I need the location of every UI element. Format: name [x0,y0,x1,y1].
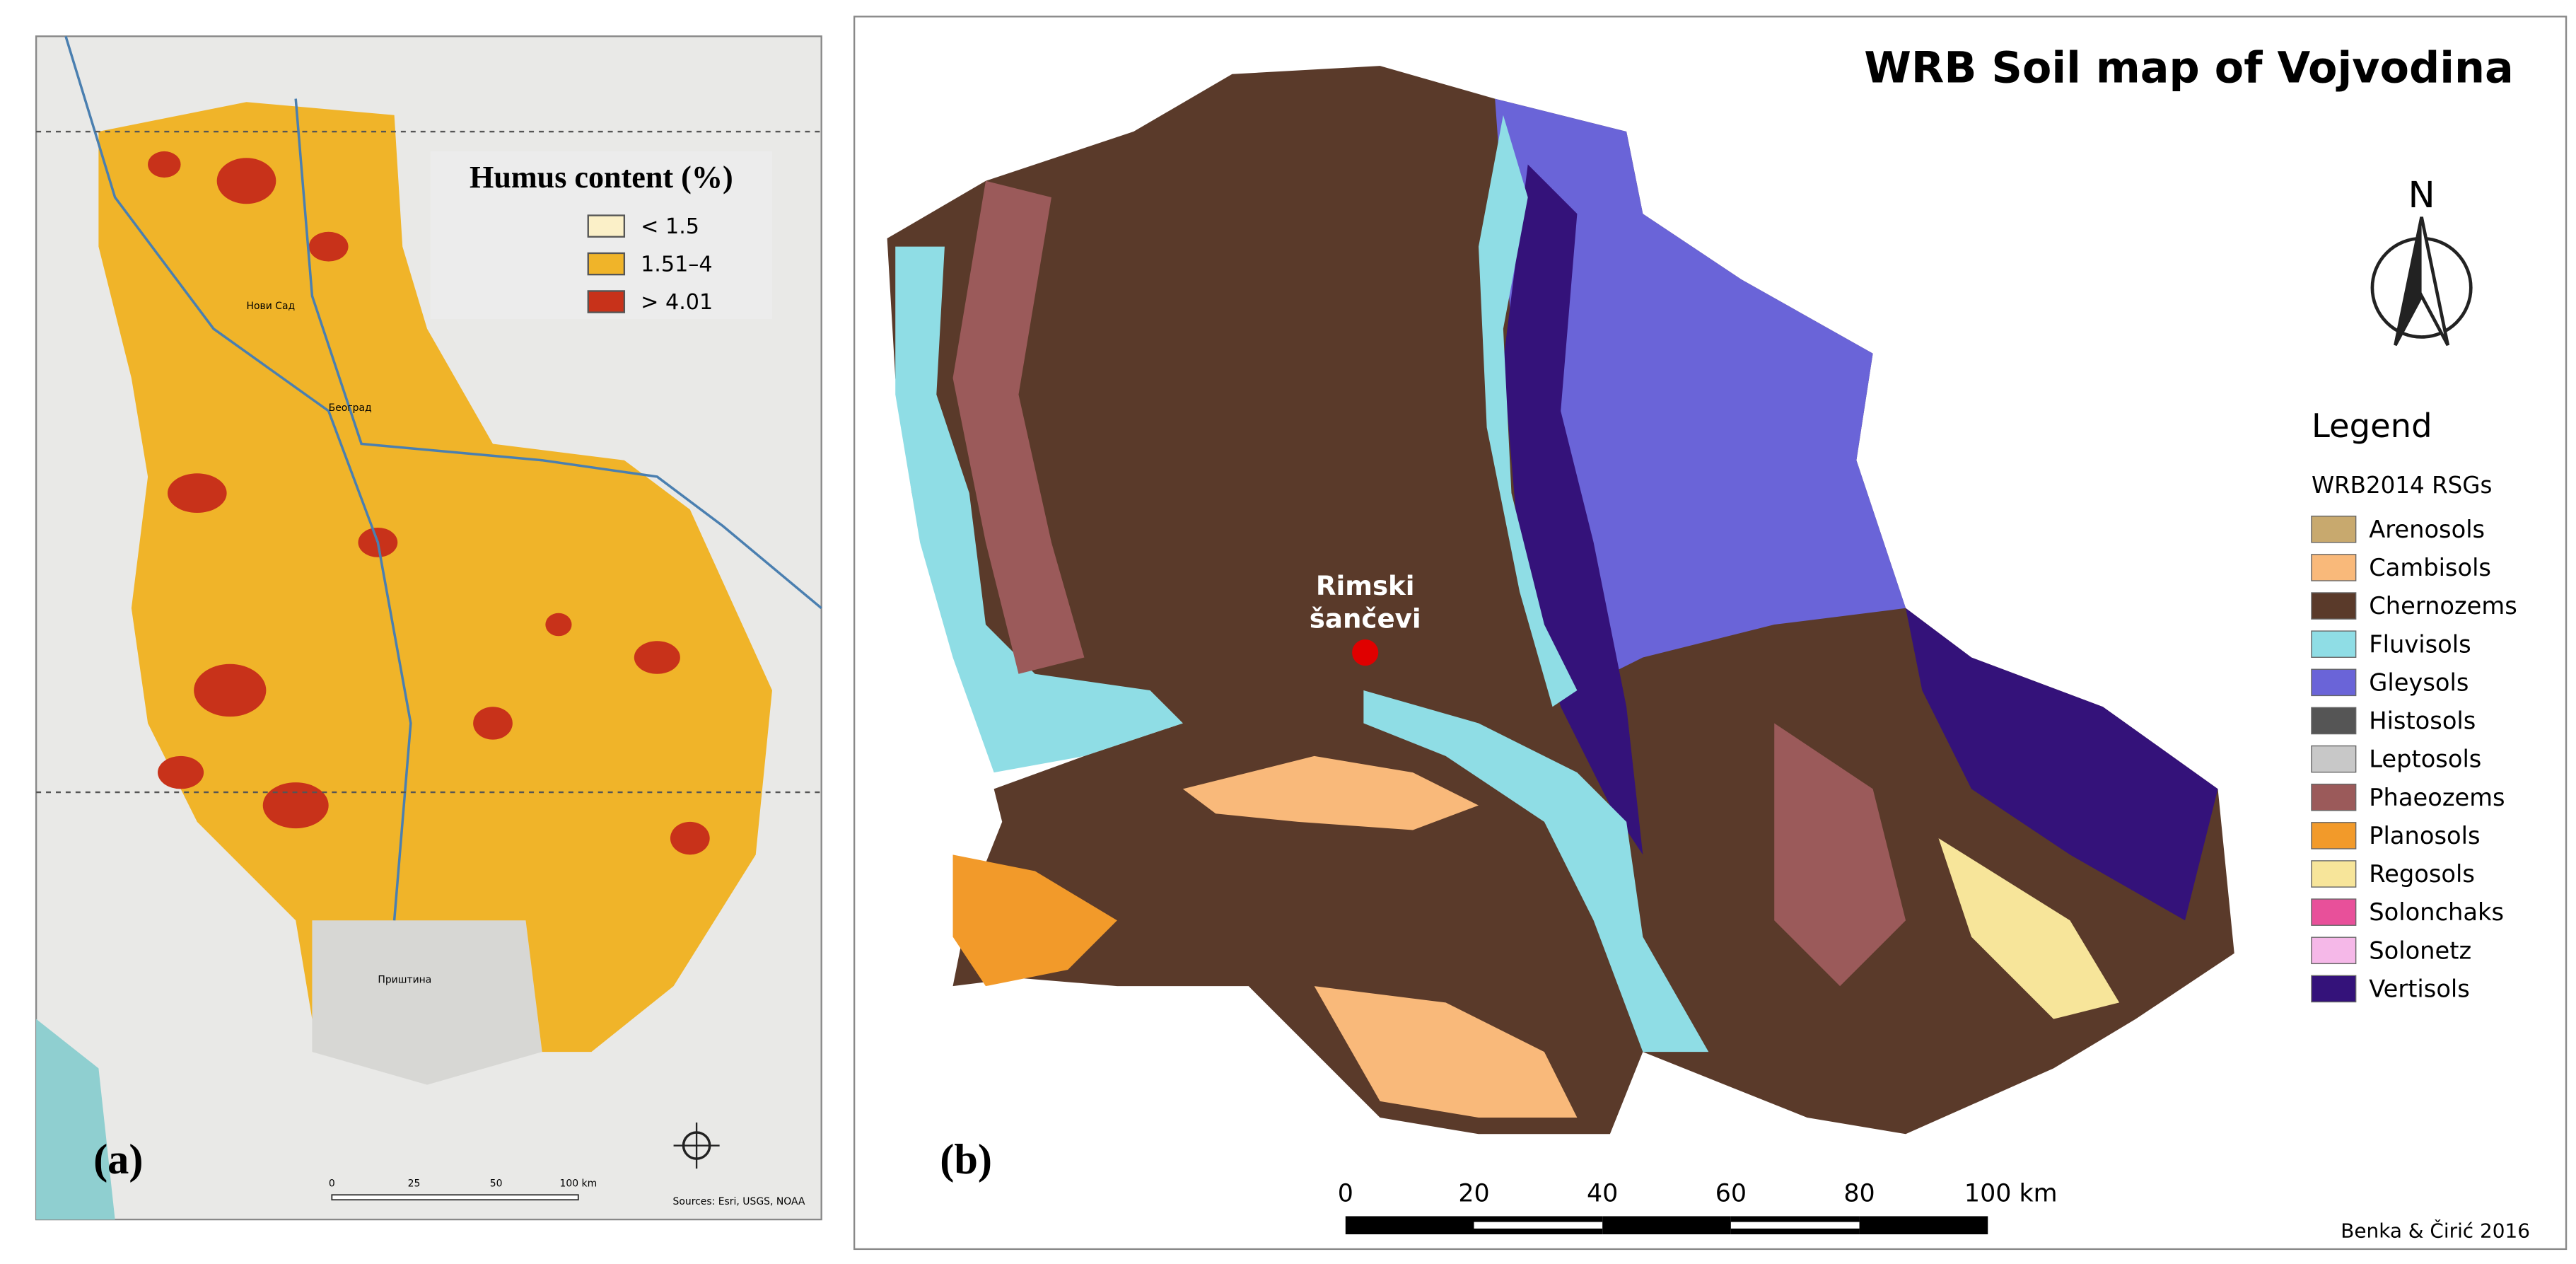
legend-swatch [2311,668,2357,697]
panel-b: Rimski šančevi WRB Soil map of Vojvodina… [853,16,2568,1251]
scale-label: 80 [1843,1180,1875,1208]
legend-swatch [2311,783,2357,811]
regosols-area [1938,838,2120,1019]
north-label: N [2408,175,2435,216]
place-label: Нови Сад [247,301,296,312]
cambisols-area [1314,986,1578,1118]
legend-swatch [2311,898,2357,926]
site-label: šančevi [1310,603,1421,634]
legend-subtitle: WRB2014 RSGs [2312,472,2493,499]
legend-label: Solonchaks [2369,898,2504,926]
scale-label: 25 [408,1178,421,1190]
legend-label: Regosols [2369,860,2475,888]
scale-bar-body [331,1194,579,1201]
legend-swatch [587,214,626,238]
river [64,35,412,921]
low-data-area [312,920,542,1085]
legend-label: Fluvisols [2369,630,2471,658]
credit: Benka & Čirić 2016 [2341,1219,2530,1243]
legend-label: Chernozems [2369,592,2517,620]
legend-label: Arenosols [2369,516,2485,543]
legend-swatch [2311,975,2357,1003]
legend-title: Legend [2312,407,2432,445]
phaeozems-area [952,180,1085,674]
legend: Arenosols Cambisols Chernozems Fluvisols Gle… [2311,516,2517,1003]
scale-segment [1602,1216,1731,1235]
scale-segment [1730,1222,1860,1229]
legend-title: Humus content (%) [470,160,733,195]
gleysols-area [1495,98,1906,690]
scale-label: 20 [1458,1180,1489,1208]
legend-swatch [2311,516,2357,543]
legend-swatch [2311,554,2357,581]
site-marker [1352,639,1379,666]
panel-label: (a) [93,1136,143,1183]
legend-swatch [2311,822,2357,850]
legend-label: < 1.5 [641,214,699,239]
legend-label: Histosols [2369,707,2476,735]
legend-label: Leptosols [2369,746,2481,773]
fruska-gora [1182,755,1479,830]
river [294,98,822,610]
scale-bar: 0 20 40 60 80 100 km [1338,1180,2058,1235]
site-label: Rimski [1316,570,1415,601]
fluvisols-area [895,246,1183,773]
scale-label: 40 [1587,1180,1618,1208]
legend-label: Cambisols [2369,554,2491,581]
scale-label: 0 [1338,1180,1353,1208]
scale-label: 0 [329,1178,335,1190]
tisa [1479,115,1578,707]
legend-label: Solonetz [2369,937,2471,964]
legend-swatch [2311,592,2357,620]
danube [1363,690,1709,1053]
vertisols-area [1906,608,2218,921]
legend-swatch [587,252,626,276]
north-arrow [2370,216,2473,347]
scale-label: 100 km [1964,1180,2058,1208]
legend: < 1.5 1.51–4 > 4.01 [587,214,713,315]
legend-label: Vertisols [2369,975,2470,1003]
scale-label: 50 [490,1178,503,1190]
scale-segment [1474,1222,1603,1229]
scale-label: 60 [1715,1180,1747,1208]
legend-label: Planosols [2369,822,2480,850]
legend-swatch [2311,937,2357,965]
vertisols-area [1503,164,1643,855]
sea [36,1019,115,1220]
scale-segment [1859,1216,1988,1235]
panel-label: (b) [940,1136,992,1183]
legend-swatch [2311,860,2357,888]
planosols-area [952,854,1117,987]
sources: Sources: Esri, USGS, NOAA [672,1196,805,1207]
north-arrow [673,1123,720,1169]
legend-label: Gleysols [2369,668,2469,696]
legend-swatch [2311,745,2357,773]
legend-swatch [2311,707,2357,735]
legend-label: Phaeozems [2369,784,2505,811]
phaeozems-area [1774,723,1906,987]
legend-swatch [2311,630,2357,658]
high-humus-patches [148,151,710,855]
panel-a: Humus content (%) < 1.5 1.51–4 > 4.01 Нови… [35,35,822,1221]
legend-label: 1.51–4 [641,253,713,277]
legend-swatch [587,290,626,313]
legend-label: > 4.01 [641,290,713,315]
place-label: Београд [329,402,372,414]
place-label: Приштина [378,975,431,986]
map-title: WRB Soil map of Vojvodina [1864,43,2513,93]
scale-bar: 0 25 50 100 km [329,1178,597,1201]
scale-label: 100 km [559,1178,597,1190]
scale-segment [1345,1216,1474,1235]
